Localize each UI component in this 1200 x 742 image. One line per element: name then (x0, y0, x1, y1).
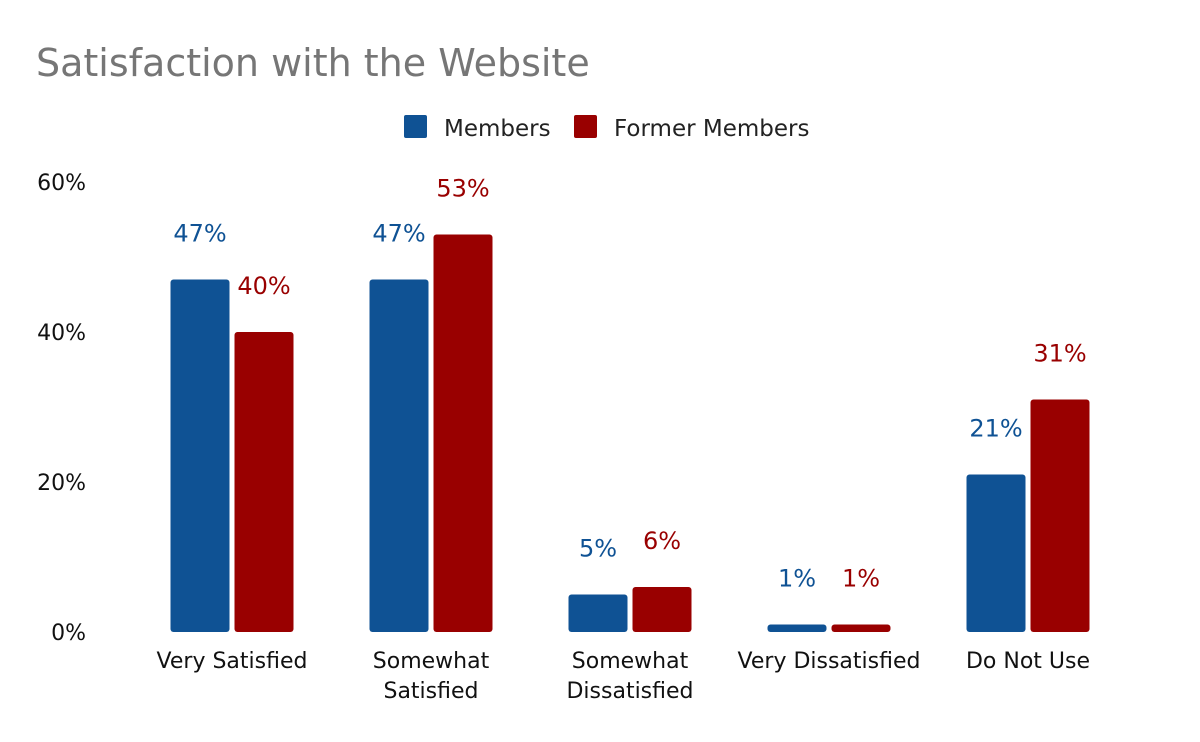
bar-members (170, 279, 230, 632)
bar-former-members (632, 587, 692, 632)
data-label-former-members: 31% (1033, 340, 1086, 368)
data-label-former-members: 1% (842, 565, 880, 593)
bar-members (767, 624, 827, 632)
bar-former-members (831, 624, 891, 632)
x-category-label: Satisfied (383, 679, 478, 704)
x-category-label: Do Not Use (966, 649, 1090, 674)
x-category-label: Very Dissatisfied (738, 649, 921, 674)
y-tick-label: 40% (37, 321, 86, 346)
data-label-members: 5% (579, 535, 617, 563)
legend-swatch-members (404, 115, 427, 138)
x-category-label: Very Satisfied (157, 649, 308, 674)
x-axis: Very Satisfied Somewhat Satisfied Somewhat D… (157, 649, 1090, 704)
bars (170, 234, 1090, 632)
x-category-label: Somewhat (373, 649, 490, 674)
data-label-members: 47% (173, 220, 226, 248)
y-axis: 0% 20% 40% 60% (37, 171, 86, 646)
y-tick-label: 0% (51, 621, 86, 646)
data-label-members: 1% (778, 565, 816, 593)
x-category-label: Somewhat (572, 649, 689, 674)
bar-former-members (234, 332, 294, 632)
data-label-members: 21% (969, 415, 1022, 443)
x-category-label: Dissatisfied (566, 679, 693, 704)
bar-members (568, 594, 628, 632)
data-label-members: 47% (372, 220, 425, 248)
legend-label-former-members: Former Members (614, 116, 809, 142)
y-tick-label: 60% (37, 171, 86, 196)
legend-swatch-former-members (574, 115, 597, 138)
chart-title: Satisfaction with the Website (36, 41, 590, 85)
data-label-former-members: 40% (237, 272, 290, 300)
bar-members (966, 474, 1026, 632)
data-label-former-members: 53% (436, 175, 489, 203)
legend-label-members: Members (444, 116, 551, 142)
legend: Members Former Members (404, 115, 809, 142)
data-labels: 47% 40% 47% 53% 5% 6% 1% 1% 21% 31% (173, 175, 1086, 593)
bar-members (369, 279, 429, 632)
bar-former-members (1030, 399, 1090, 632)
bar-former-members (433, 234, 493, 632)
y-tick-label: 20% (37, 471, 86, 496)
data-label-former-members: 6% (643, 527, 681, 555)
